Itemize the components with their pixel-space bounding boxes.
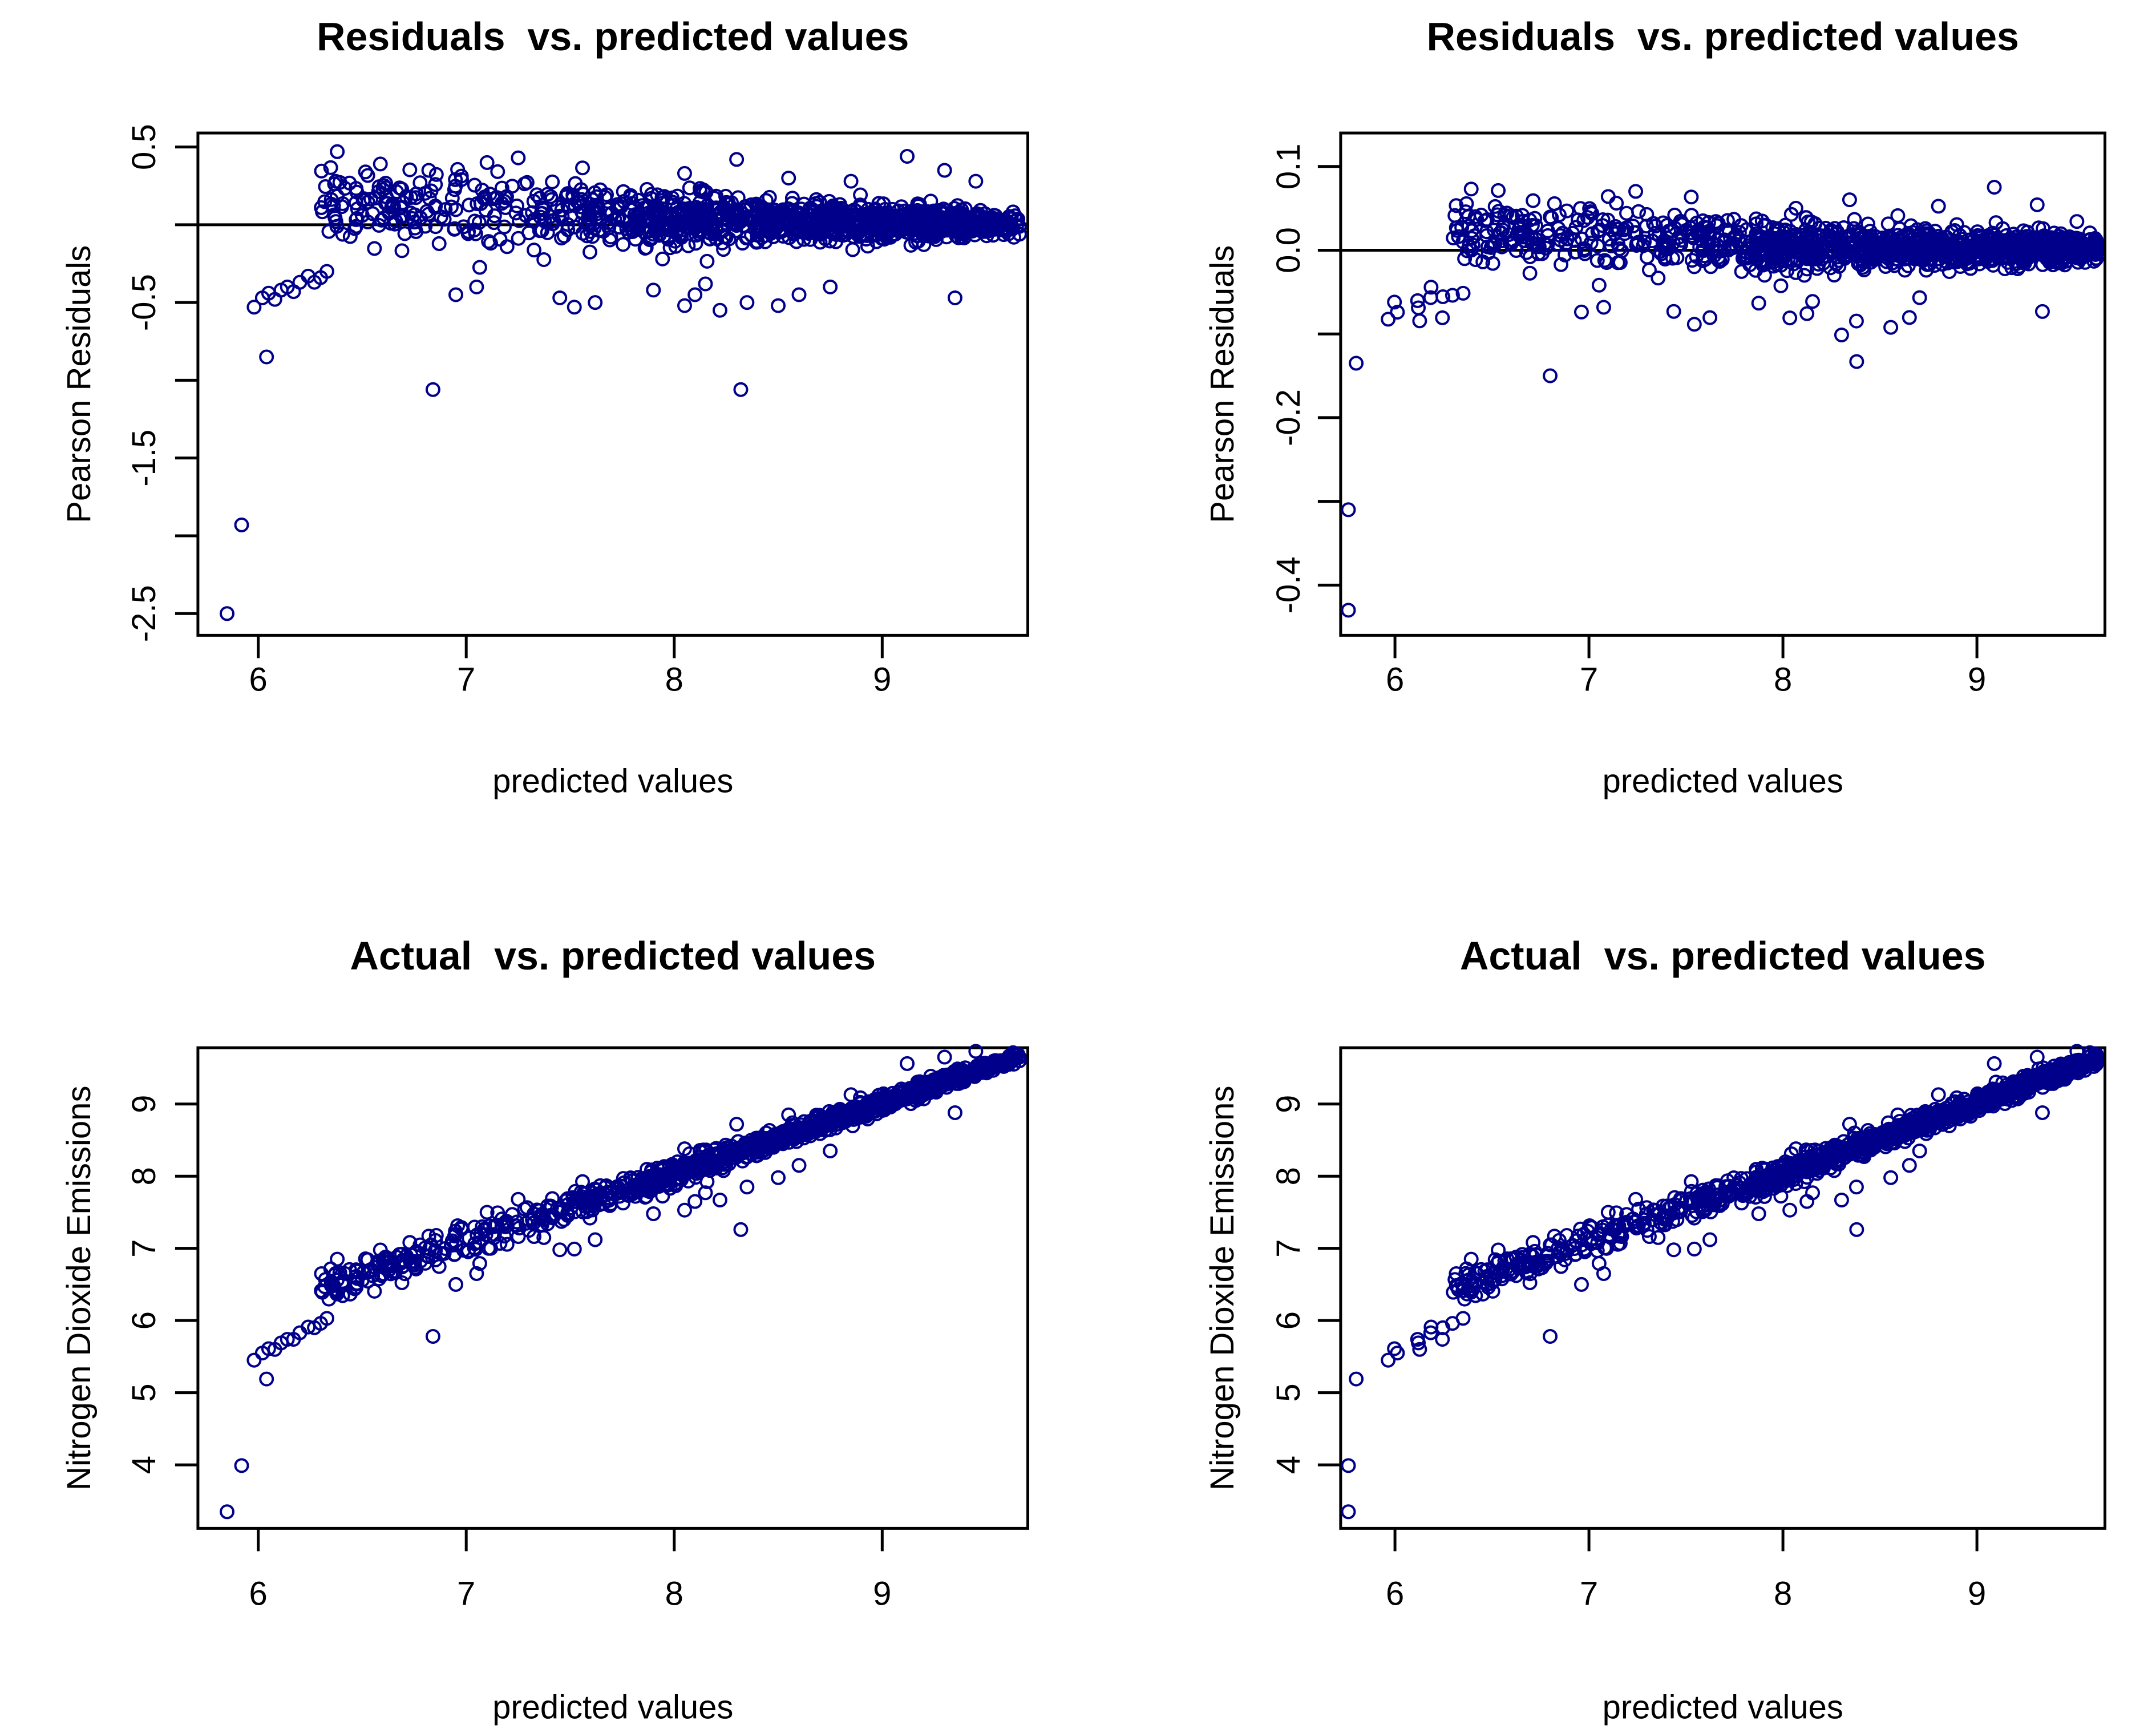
y-tick-label: -2.5 [126, 585, 163, 642]
y-tick-label: 7 [1269, 1239, 1306, 1257]
scatter-points [219, 1043, 1027, 1519]
y-tick-label: 5 [1269, 1383, 1306, 1401]
y-axis-ticks: 4 5 6 7 8 9 [126, 1094, 198, 1474]
y-tick-label: 0.1 [1269, 143, 1306, 189]
y-axis-ticks: 4 5 6 7 8 9 [1269, 1094, 1341, 1474]
y-tick-label: 7 [126, 1239, 163, 1257]
plot-title: Residuals vs. predicted values [317, 14, 909, 59]
x-axis-label: predicted values [492, 762, 733, 799]
x-tick-label: 7 [1579, 1575, 1597, 1612]
x-tick-label: 8 [665, 661, 683, 698]
x-tick-label: 7 [457, 661, 475, 698]
x-tick-label: 7 [1579, 661, 1597, 698]
y-tick-label: 8 [1269, 1167, 1306, 1185]
x-axis-ticks: 6 7 8 9 [249, 635, 891, 698]
y-axis-ticks: 0.1 0.0 -0.2 -0.4 [1269, 143, 1341, 613]
x-axis-ticks: 6 7 8 9 [1385, 1528, 1986, 1612]
x-axis-ticks: 6 7 8 9 [1385, 635, 1986, 698]
x-tick-label: 8 [1773, 1575, 1791, 1612]
x-tick-label: 9 [873, 1575, 891, 1612]
x-axis-label: predicted values [1602, 1688, 1843, 1726]
panel-residuals-right: Residuals vs. predicted values Pearson R… [1203, 14, 2106, 799]
y-tick-label: 4 [1269, 1455, 1306, 1473]
x-tick-label: 8 [1773, 661, 1791, 698]
plot-title: Actual vs. predicted values [1459, 934, 1985, 978]
panel-residuals-left: Residuals vs. predicted values Pearson R… [60, 14, 1030, 799]
scatter-points [1340, 180, 2104, 618]
y-tick-label: -0.5 [126, 274, 163, 331]
panel-actual-right: Actual vs. predicted values Nitrogen Dio… [1203, 934, 2106, 1726]
y-tick-label: -0.2 [1269, 389, 1306, 446]
plot-frame [1338, 131, 2106, 637]
x-tick-label: 6 [1385, 1575, 1403, 1612]
x-tick-label: 6 [1385, 661, 1403, 698]
plot-title: Residuals vs. predicted values [1426, 14, 2019, 59]
y-tick-label: 4 [126, 1455, 163, 1473]
y-axis-label: Nitrogen Dioxide Emissions [60, 1085, 98, 1490]
plot-title: Actual vs. predicted values [350, 934, 876, 978]
x-axis-ticks: 6 7 8 9 [249, 1528, 891, 1612]
y-tick-label: 6 [1269, 1311, 1306, 1330]
x-tick-label: 9 [1967, 1575, 1985, 1612]
y-tick-label: -1.5 [126, 430, 163, 487]
x-tick-label: 8 [665, 1575, 683, 1612]
y-tick-label: 9 [126, 1094, 163, 1113]
y-tick-label: 0.5 [126, 124, 163, 170]
panel-actual-left: Actual vs. predicted values Nitrogen Dio… [60, 934, 1030, 1726]
x-tick-label: 7 [457, 1575, 475, 1612]
y-axis-ticks: 0.5 -0.5 -1.5 -2.5 [126, 124, 198, 642]
y-axis-label: Nitrogen Dioxide Emissions [1203, 1085, 1240, 1490]
y-tick-label: 0.0 [1269, 227, 1306, 273]
x-tick-label: 9 [1967, 661, 1985, 698]
scatter-points [1340, 1043, 2104, 1519]
plot-frame [196, 131, 1030, 637]
x-tick-label: 9 [873, 661, 891, 698]
y-tick-label: 9 [1269, 1094, 1306, 1113]
y-axis-label: Pearson Residuals [1203, 245, 1240, 523]
x-tick-label: 6 [249, 1575, 268, 1612]
y-tick-label: 5 [126, 1383, 163, 1401]
x-axis-label: predicted values [1602, 762, 1843, 799]
y-tick-label: 6 [126, 1311, 163, 1330]
scatter-points [219, 144, 1027, 621]
y-axis-label: Pearson Residuals [60, 245, 98, 523]
plot-frame [196, 1046, 1030, 1530]
x-axis-label: predicted values [492, 1688, 733, 1726]
y-tick-label: -0.4 [1269, 556, 1306, 613]
x-tick-label: 6 [249, 661, 268, 698]
plot-frame [1338, 1046, 2106, 1530]
y-tick-label: 8 [126, 1167, 163, 1185]
